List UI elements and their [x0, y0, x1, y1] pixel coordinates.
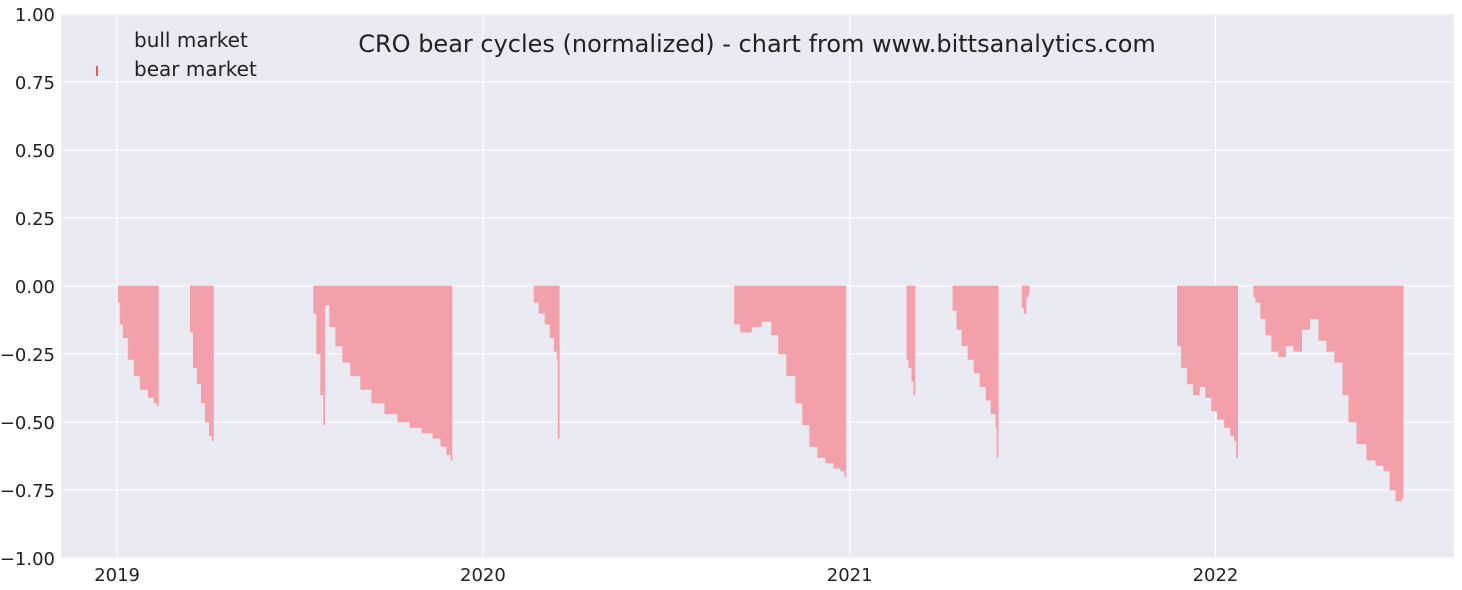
- x-tick-label: 2022: [1193, 565, 1239, 586]
- bear-areas: [117, 285, 1404, 502]
- bear-episode-6: [734, 285, 847, 477]
- bear-episode-7: [906, 285, 916, 396]
- bear-episode-5: [533, 285, 560, 439]
- y-tick-label: 1.00: [15, 5, 55, 26]
- chart-title: CRO bear cycles (normalized) - chart fro…: [358, 30, 1156, 58]
- bear-episode-4: [324, 285, 453, 461]
- bear-episode-9: [1021, 285, 1030, 314]
- y-tick-label: 0.50: [15, 141, 55, 162]
- bear-episode-11: [1253, 285, 1404, 502]
- y-tick-label: 0.75: [15, 73, 55, 94]
- grid-lines: [61, 13, 1454, 559]
- bear-episode-10: [1177, 285, 1238, 458]
- x-axis-ticks: 2019 2020 2021 2022: [94, 565, 1238, 586]
- y-axis-ticks: 1.00 0.75 0.50 0.25 0.00 −0.25 −0.50 −0.75 −1.00: [0, 5, 55, 570]
- y-tick-label: 0.25: [15, 209, 55, 230]
- y-tick-label: −0.25: [0, 345, 55, 366]
- legend: bull market bear market: [96, 28, 257, 81]
- bear-episode-8: [952, 285, 999, 458]
- x-tick-label: 2020: [460, 565, 506, 586]
- bear-episode-2: [190, 285, 214, 442]
- y-tick-label: 0.00: [15, 277, 55, 298]
- legend-label-bull: bull market: [134, 28, 248, 52]
- legend-label-bear: bear market: [134, 57, 257, 81]
- y-tick-label: −1.00: [0, 549, 55, 570]
- x-tick-label: 2021: [827, 565, 873, 586]
- x-tick-label: 2019: [94, 565, 140, 586]
- bear-episode-1: [117, 285, 159, 406]
- y-tick-label: −0.75: [0, 481, 55, 502]
- bear-episode-3: [313, 285, 326, 425]
- y-tick-label: −0.50: [0, 413, 55, 434]
- legend-marker-bear: [96, 66, 98, 76]
